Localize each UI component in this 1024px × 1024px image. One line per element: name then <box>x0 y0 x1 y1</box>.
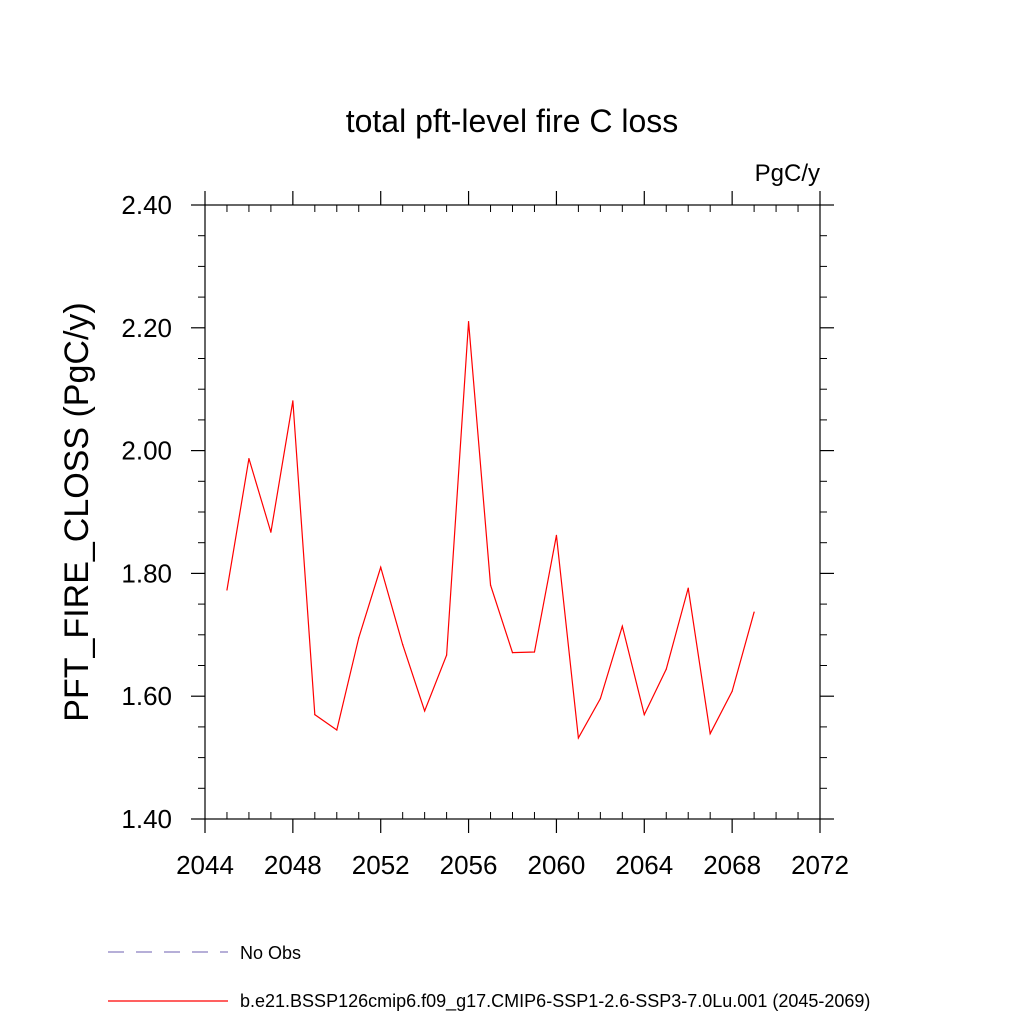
legend: No Obs b.e21.BSSP126cmip6.f09_g17.CMIP6-… <box>108 943 870 1012</box>
x-tick-label: 2044 <box>176 850 234 880</box>
series-layer <box>226 321 755 740</box>
x-tick-label: 2056 <box>440 850 498 880</box>
data-point <box>248 457 250 460</box>
y-tick-label: 1.80 <box>121 558 172 588</box>
data-point <box>555 534 558 536</box>
plot-border <box>204 204 821 820</box>
data-point <box>643 714 645 716</box>
data-point <box>621 625 623 627</box>
x-tick-label: 2064 <box>615 850 673 880</box>
y-tick-label: 2.20 <box>121 313 172 343</box>
plot-frame <box>204 204 821 820</box>
data-point <box>665 668 667 670</box>
data-point <box>709 733 711 735</box>
y-axis-label: PFT_FIRE_CLOSS (PgC/y) <box>58 302 96 721</box>
x-tick-label: 2060 <box>528 850 586 880</box>
y-tick-labels: 1.40 1.60 1.80 2.00 2.20 2.40 <box>121 190 172 834</box>
data-point <box>402 644 404 646</box>
y-tick-label: 1.40 <box>121 804 172 834</box>
major-ticks <box>191 191 834 833</box>
data-point <box>753 611 755 613</box>
data-point <box>358 637 360 639</box>
y-tick-label: 2.00 <box>121 436 172 466</box>
x-tick-label: 2072 <box>791 850 849 880</box>
legend-label-model: b.e21.BSSP126cmip6.f09_g17.CMIP6-SSP1-2.… <box>240 991 870 1012</box>
data-point <box>314 714 316 716</box>
data-point <box>424 710 426 712</box>
data-point <box>599 698 601 700</box>
y-tick-label: 1.60 <box>121 681 172 711</box>
data-point <box>533 651 536 653</box>
x-tick-labels: 2044 2048 2052 2056 2060 2064 2068 2072 <box>176 850 849 880</box>
data-point <box>489 584 492 586</box>
data-point <box>380 566 382 568</box>
data-point <box>446 654 448 656</box>
data-point <box>687 587 689 589</box>
x-tick-label: 2052 <box>352 850 410 880</box>
data-point <box>511 652 514 654</box>
data-point <box>577 737 579 739</box>
data-point <box>336 729 338 731</box>
data-point <box>467 321 470 323</box>
data-point <box>270 531 272 533</box>
series-line <box>226 321 755 740</box>
x-tick-label: 2048 <box>264 850 322 880</box>
data-point <box>731 690 733 692</box>
minor-ticks <box>198 205 827 819</box>
legend-label-no-obs: No Obs <box>240 943 301 963</box>
data-point <box>292 400 294 402</box>
x-tick-label: 2068 <box>703 850 761 880</box>
y-tick-label: 2.40 <box>121 190 172 220</box>
units-label: PgC/y <box>755 160 820 187</box>
chart-title: total pft-level fire C loss <box>346 103 679 139</box>
data-point <box>226 589 228 591</box>
